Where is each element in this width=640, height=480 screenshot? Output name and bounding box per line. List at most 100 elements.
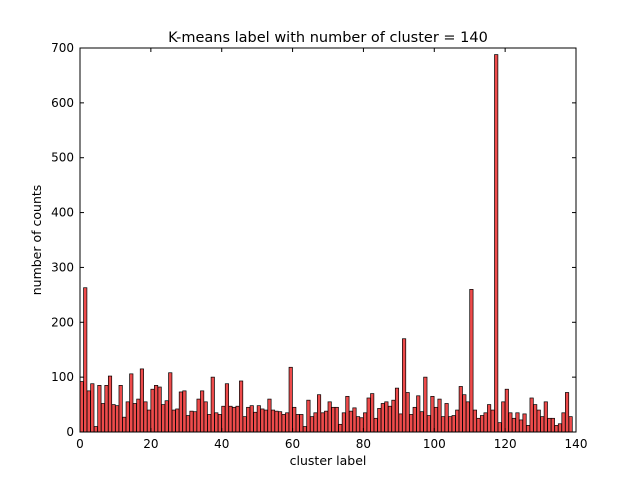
x-tick-label: 120 (494, 437, 517, 451)
bar-31 (189, 410, 194, 433)
bar-2 (86, 390, 91, 433)
bar-58 (285, 412, 290, 433)
y-tick-label: 700 (51, 41, 74, 55)
x-tick-label: 40 (214, 437, 229, 451)
bar-100 (433, 406, 439, 433)
bar-75 (345, 395, 350, 433)
x-tick-label: 20 (143, 437, 158, 451)
y-axis-label: number of counts (29, 185, 44, 296)
bar-97 (423, 376, 428, 433)
bar-42 (228, 405, 233, 433)
bar-19 (146, 409, 152, 433)
bar-4 (93, 426, 98, 433)
bar-28 (178, 391, 183, 433)
bar-59 (288, 366, 293, 433)
bar-70 (327, 401, 332, 433)
bar-39 (217, 414, 222, 433)
bar-22 (157, 386, 162, 433)
bar-13 (125, 401, 130, 433)
bar-57 (281, 414, 286, 433)
bar-45 (239, 380, 244, 433)
bar-17 (139, 368, 144, 433)
bar-89 (394, 387, 400, 433)
bar-108 (462, 394, 467, 433)
bar-65 (309, 416, 315, 433)
bar-73 (338, 423, 343, 433)
bar-102 (441, 416, 446, 433)
bar-118 (497, 422, 502, 433)
y-tick-label: 300 (51, 260, 74, 274)
bar-11 (118, 385, 123, 433)
bar-5 (97, 385, 102, 433)
bar-122 (511, 417, 516, 433)
bar-29 (182, 390, 187, 433)
bar-81 (366, 397, 371, 433)
bar-71 (331, 406, 336, 433)
bar-91 (402, 338, 407, 433)
bar-111 (472, 409, 477, 433)
bar-125 (522, 413, 527, 433)
bar-92 (405, 392, 410, 433)
bar-95 (416, 395, 421, 433)
x-tick-label: 80 (356, 437, 371, 451)
bar-8 (107, 375, 113, 433)
bar-37 (210, 376, 215, 433)
bar-49 (253, 411, 258, 433)
bar-123 (515, 412, 520, 433)
bar-127 (529, 397, 534, 433)
bar-30 (185, 415, 191, 433)
bar-72 (334, 406, 339, 433)
bar-32 (193, 411, 198, 433)
bar-132 (547, 417, 552, 433)
bar-121 (508, 412, 513, 433)
bar-24 (164, 400, 169, 433)
y-tick-label: 0 (66, 425, 74, 439)
bar-23 (161, 404, 166, 433)
bar-99 (430, 395, 435, 433)
bar-84 (377, 408, 382, 433)
bar-130 (540, 416, 545, 433)
bar-80 (363, 412, 368, 433)
y-tick-label: 200 (51, 315, 74, 329)
bar-105 (451, 415, 456, 433)
bar-87 (387, 405, 392, 433)
bar-115 (487, 404, 492, 433)
bar-48 (249, 405, 254, 433)
y-tick-label: 400 (51, 206, 74, 220)
y-tick-label: 500 (51, 151, 74, 165)
bar-60 (292, 406, 297, 433)
bar-20 (150, 388, 155, 433)
bar-6 (100, 403, 105, 433)
bar-67 (317, 394, 322, 433)
bar-101 (437, 398, 442, 433)
bar-1 (83, 287, 88, 433)
x-tick-label: 60 (285, 437, 300, 451)
bar-27 (175, 408, 180, 433)
bar-88 (391, 399, 396, 433)
bar-96 (419, 411, 424, 433)
bar-136 (561, 412, 566, 433)
bar-74 (341, 412, 346, 433)
bar-38 (214, 412, 219, 433)
plot-frame (79, 47, 577, 433)
y-tick-label: 600 (51, 96, 74, 110)
bar-63 (302, 426, 307, 433)
bar-106 (455, 409, 460, 433)
bar-79 (359, 417, 364, 433)
bar-138 (568, 416, 573, 433)
bar-41 (224, 383, 229, 433)
bar-129 (536, 409, 541, 433)
bar-14 (129, 373, 134, 433)
bar-26 (171, 409, 176, 433)
bar-64 (306, 399, 311, 433)
bar-40 (221, 405, 226, 433)
bar-104 (448, 416, 453, 433)
bar-53 (267, 398, 272, 433)
bar-109 (465, 401, 470, 433)
bar-133 (550, 417, 555, 433)
bar-21 (154, 385, 159, 433)
bar-110 (469, 289, 474, 433)
bar-98 (426, 415, 431, 433)
bar-93 (409, 414, 414, 433)
